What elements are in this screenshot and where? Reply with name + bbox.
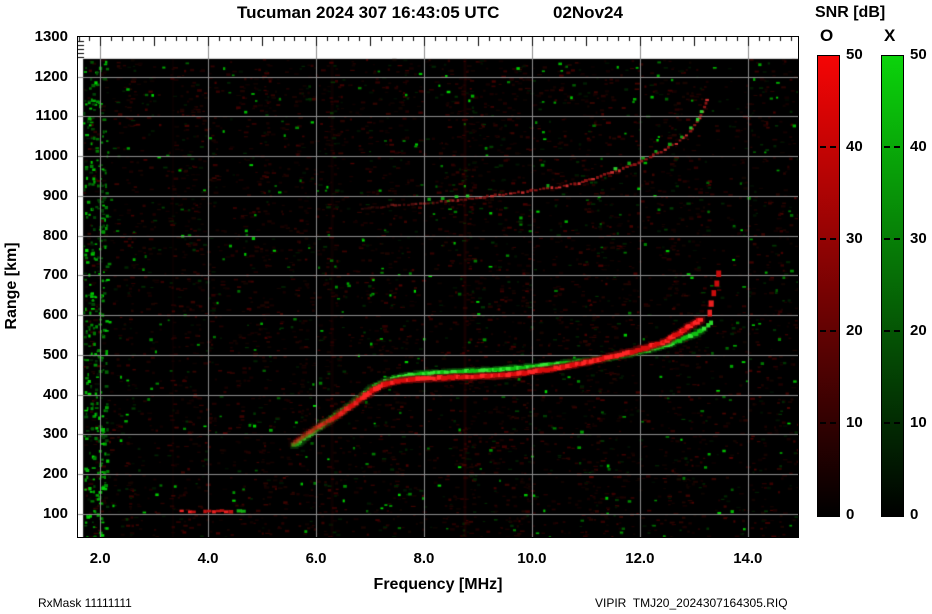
x-colorbar-tick-label: 20	[910, 322, 927, 339]
y-tick-label: 100	[42, 504, 68, 522]
rx-mask-label: RxMask 11111111	[38, 596, 132, 610]
x-colorbar-tick-label: 10	[910, 414, 927, 431]
colorbar-dash-tick	[830, 238, 836, 240]
o-colorbar-tick-label: 50	[846, 46, 863, 63]
y-tick-label: 1000	[34, 147, 68, 165]
plot-frame	[77, 36, 799, 538]
page-title: Tucuman 2024 307 16:43:05 UTC	[237, 3, 500, 22]
x-tick-label: 14.0	[733, 550, 763, 567]
x-tick-label: 6.0	[305, 550, 327, 567]
x-tick-label: 4.0	[197, 550, 219, 567]
o-colorbar-tick-label: 30	[846, 230, 863, 247]
y-tick-label: 300	[42, 425, 68, 443]
y-tick-label: 1200	[34, 67, 68, 85]
x-tick-label: 12.0	[625, 550, 655, 567]
colorbar-dash-tick	[894, 238, 900, 240]
colorbar-dash-tick	[894, 422, 900, 424]
y-tick-label: 1300	[34, 28, 68, 45]
y-tick-label: 600	[42, 306, 68, 324]
x-tick-label: 10.0	[517, 550, 547, 567]
x-colorbar-tick-label: 0	[910, 506, 919, 523]
date-label: 02Nov24	[553, 3, 623, 22]
o-mode-legend-label: O	[820, 26, 834, 45]
x-tick-label: 8.0	[413, 550, 435, 567]
x-colorbar-tick-label: 40	[910, 138, 927, 155]
colorbar-dash-tick	[884, 422, 890, 424]
y-tick-label: 700	[42, 266, 68, 284]
x-colorbar-tick-label: 30	[910, 230, 927, 247]
colorbar-dash-tick	[894, 146, 900, 148]
data-file-label: VIPIR TMJ20_2024307164305.RIQ	[595, 596, 788, 610]
colorbar-dash-tick	[894, 330, 900, 332]
y-tick-label: 400	[42, 385, 68, 403]
colorbar-title: SNR [dB]	[815, 4, 886, 21]
colorbar-dash-tick	[830, 330, 836, 332]
y-tick-label: 800	[42, 226, 68, 244]
x-colorbar-tick-label: 50	[910, 46, 927, 63]
o-colorbar-tick-label: 10	[846, 414, 863, 431]
colorbar-dash-tick	[830, 146, 836, 148]
colorbar-dash-tick	[820, 330, 826, 332]
ionogram-plot-canvas	[78, 37, 798, 537]
y-tick-label: 900	[42, 186, 68, 204]
colorbar-dash-tick	[830, 422, 836, 424]
x-mode-legend-label: X	[884, 26, 896, 45]
y-tick-label: 200	[42, 465, 68, 483]
y-tick-label: 500	[42, 345, 68, 363]
x-mode-colorbar	[881, 55, 904, 517]
colorbar-dash-tick	[820, 146, 826, 148]
colorbar-dash-tick	[884, 238, 890, 240]
o-colorbar-tick-label: 40	[846, 138, 863, 155]
o-colorbar-tick-label: 0	[846, 506, 855, 523]
o-mode-colorbar	[817, 55, 840, 517]
colorbar-dash-tick	[820, 422, 826, 424]
x-tick-label: 2.0	[89, 550, 111, 567]
y-tick-label: 1100	[35, 107, 68, 125]
o-colorbar-tick-label: 20	[846, 322, 863, 339]
colorbar-dash-tick	[884, 330, 890, 332]
colorbar-dash-tick	[884, 146, 890, 148]
x-axis-title: Frequency [MHz]	[373, 576, 503, 593]
colorbar-dash-tick	[820, 238, 826, 240]
